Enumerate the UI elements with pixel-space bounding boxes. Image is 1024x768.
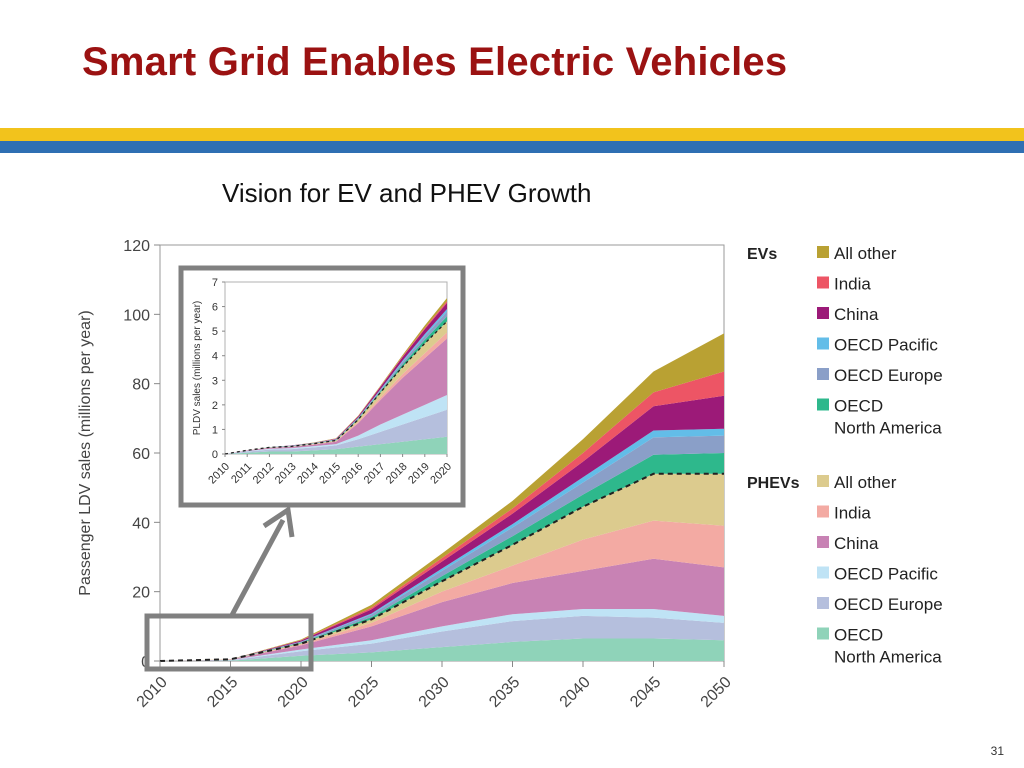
legend-swatch-phevs-india	[817, 505, 829, 518]
legend-swatch-evs-oecd-pacific	[817, 337, 829, 350]
legend-swatch-phevs-china	[817, 536, 829, 548]
inset-area-phevs-oecd-north-america	[225, 436, 447, 454]
header-band-yellow	[0, 128, 1024, 141]
inset-y-axis-title: PLDV sales (millions per year)	[192, 301, 203, 436]
legend-swatch-phevs-oecd-europe	[817, 597, 829, 609]
inset-area-phevs-china	[225, 338, 447, 454]
inset-area-phevs-oecd-pacific	[225, 395, 447, 454]
main-x-tick-label: 2045	[627, 674, 664, 711]
legend-group-title-evs: EVs	[747, 246, 777, 263]
main-y-tick-label: 80	[132, 377, 150, 394]
legend-label-evs-all-other: All other	[834, 244, 897, 263]
main-x-tick-label: 2020	[275, 674, 312, 711]
inset-y-tick-label: 0	[212, 449, 218, 461]
main-area-evs-all-other	[160, 333, 724, 661]
zoom-arrow-shaft	[229, 518, 286, 617]
main-x-tick-label: 2040	[557, 674, 594, 711]
page-number: 31	[990, 744, 1004, 758]
main-area-phevs-oecd-europe	[160, 615, 724, 661]
zoom-arrow-head	[262, 505, 295, 538]
legend-label-phevs-oecd-europe: OECD Europe	[834, 595, 943, 614]
main-y-tick-label: 60	[132, 446, 150, 463]
legend-label-evs-china: China	[834, 305, 879, 324]
main-x-tick-label: 2025	[345, 674, 382, 711]
inset-y-tick-label: 3	[212, 375, 218, 387]
main-area-phevs-oecd-pacific	[160, 609, 724, 661]
header-band-blue	[0, 141, 1024, 153]
main-area-phevs-oecd-north-america	[160, 638, 724, 661]
inset-y-tick-label: 7	[212, 277, 218, 289]
legend-swatch-evs-oecd-europe	[817, 368, 829, 380]
main-x-tick-label: 2035	[486, 674, 523, 711]
main-x-tick-label: 2050	[698, 674, 735, 711]
legend-label-evs-india: India	[834, 275, 871, 294]
inset-y-tick-label: 1	[212, 424, 218, 436]
chart-legend: EVs All other India China OECD Pacific OECD E…	[747, 244, 943, 667]
inset-y-tick-label: 2	[212, 400, 218, 412]
legend-label-phevs-all-other: All other	[834, 473, 897, 492]
main-phev-total-dashed-line	[159, 472, 724, 662]
legend-group-title-phevs: PHEVs	[747, 475, 800, 492]
legend-swatch-evs-india	[817, 276, 829, 289]
main-area-phevs-china	[160, 558, 724, 661]
legend-label-evs-oecd-north-america: OECD North America	[834, 397, 942, 438]
slide-title: Smart Grid Enables Electric Vehicles	[82, 40, 788, 84]
legend-swatch-evs-all-other	[817, 246, 829, 258]
main-x-tick-label: 2015	[204, 674, 241, 711]
inset-y-tick-label: 6	[212, 302, 218, 314]
main-area-evs-india	[160, 371, 724, 661]
main-area-evs-china	[160, 395, 724, 661]
legend-swatch-evs-china	[817, 307, 829, 319]
inset-area-phevs-oecd-europe	[225, 409, 447, 454]
legend-swatch-phevs-oecd-north-america	[817, 627, 829, 640]
zoom-highlight	[144, 505, 314, 672]
legend-swatch-phevs-all-other	[817, 475, 829, 487]
inset-y-tick-label: 5	[212, 326, 218, 338]
main-x-tick-label: 2010	[134, 674, 171, 711]
main-y-tick-label: 40	[132, 515, 150, 532]
main-y-tick-label: 20	[132, 585, 150, 602]
inset-phev-total-dashed-line	[224, 320, 448, 455]
legend-label-evs-oecd-pacific: OECD Pacific	[834, 336, 938, 355]
legend-label-phevs-oecd-pacific: OECD Pacific	[834, 565, 938, 584]
inset-chart: 0123456720102011201220132014201520162017…	[178, 265, 466, 508]
main-area-phevs-india	[160, 520, 724, 661]
legend-swatch-evs-oecd-north-america	[817, 398, 829, 411]
main-area-phevs-all-other	[160, 473, 724, 661]
inset-y-tick-label: 4	[212, 351, 218, 363]
main-x-tick-label: 2030	[416, 674, 453, 711]
main-area-evs-oecd-europe	[160, 435, 724, 661]
legend-label-phevs-oecd-north-america: OECD North America	[834, 626, 942, 667]
main-y-tick-label: 100	[123, 307, 150, 324]
legend-label-phevs-china: China	[834, 534, 879, 553]
legend-swatch-phevs-oecd-pacific	[817, 566, 829, 579]
legend-label-evs-oecd-europe: OECD Europe	[834, 366, 943, 385]
zoom-highlight-box	[144, 613, 314, 672]
main-area-evs-oecd-north-america	[160, 453, 724, 661]
main-y-tick-label: 120	[123, 238, 150, 255]
legend-label-phevs-india: India	[834, 504, 871, 523]
main-y-axis-title: Passenger LDV sales (millions per year)	[77, 310, 94, 595]
chart-subtitle: Vision for EV and PHEV Growth	[222, 178, 592, 208]
